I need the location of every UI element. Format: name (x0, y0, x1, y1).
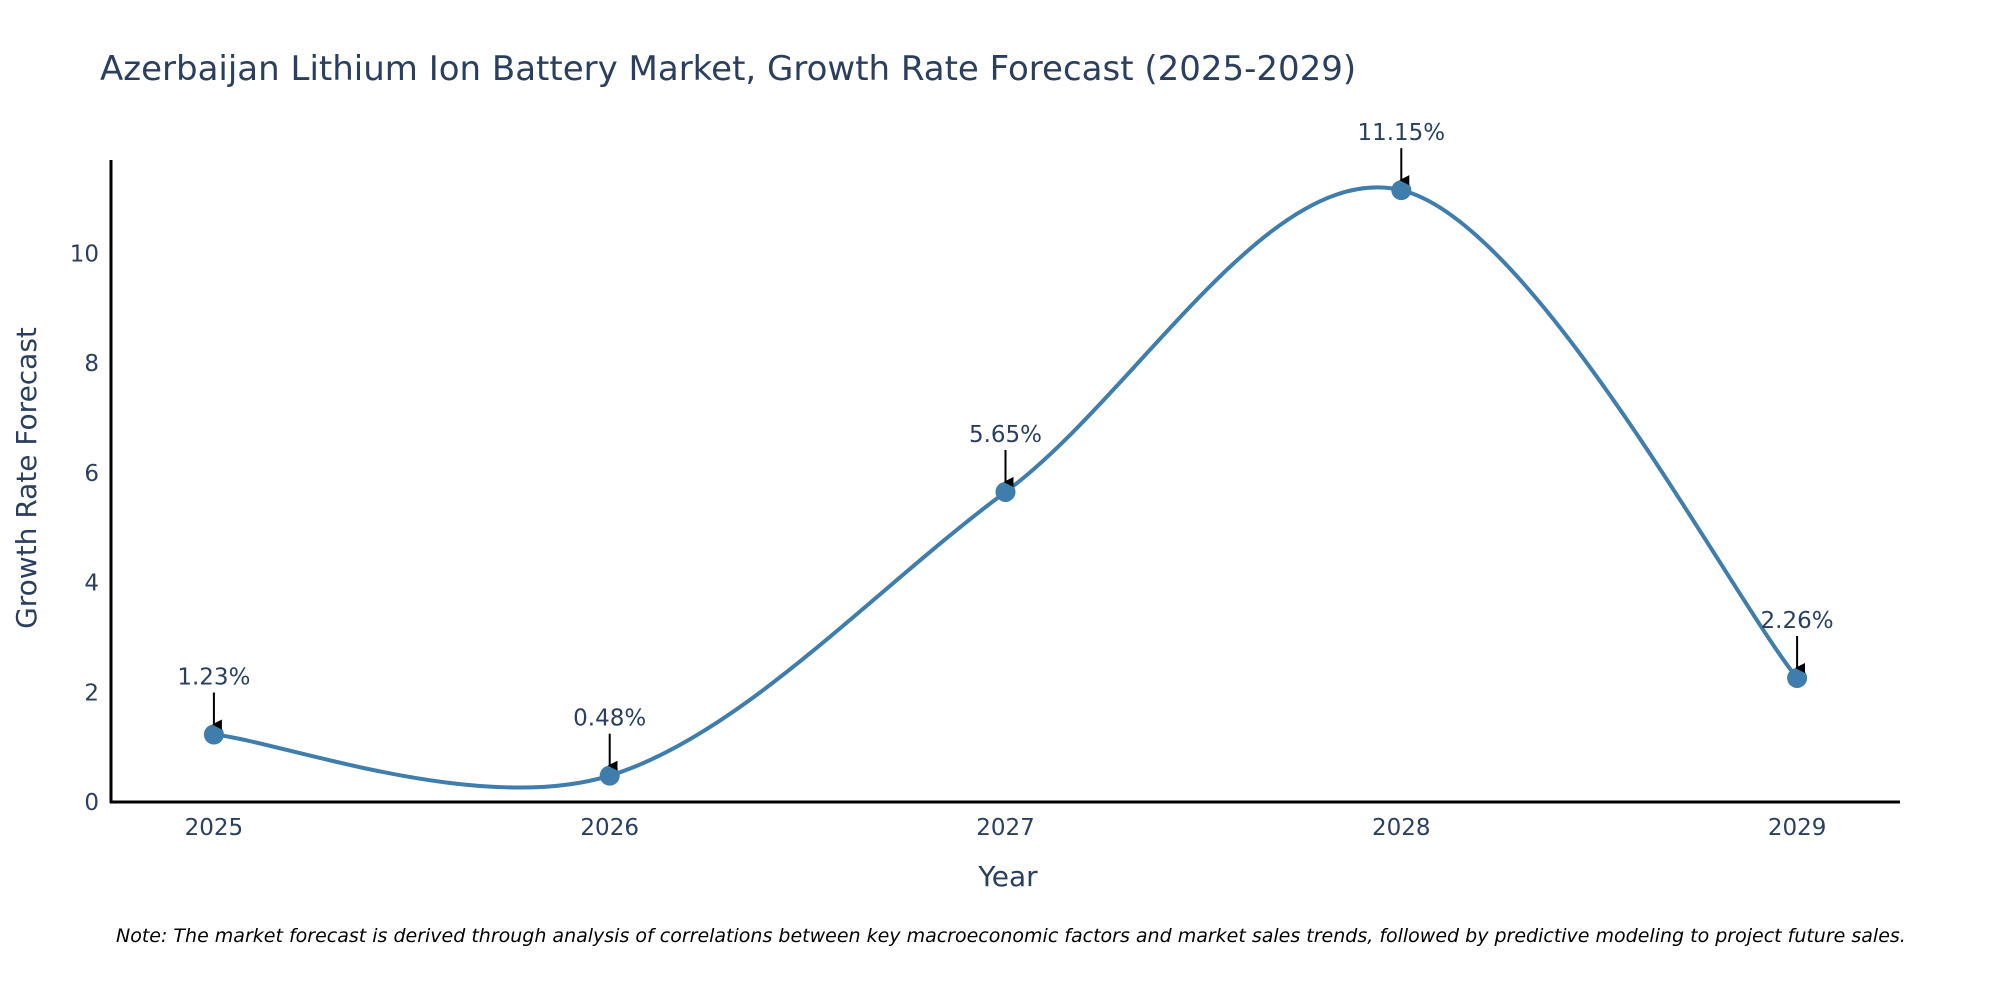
data-label: 1.23% (177, 665, 250, 691)
footnote-note: Note: The market forecast is derived thr… (116, 925, 1906, 947)
data-label: 2.26% (1761, 608, 1834, 634)
x-tick-label: 2028 (1372, 815, 1431, 841)
axes (109, 160, 1900, 804)
tick-labels: 0 2 4 6 8 10 2025 2026 2027 2028 2029 (70, 241, 1827, 841)
series-line-layer (211, 185, 1800, 790)
y-tick-label: 10 (70, 241, 99, 267)
data-point-2029 (1787, 667, 1808, 688)
y-tick-label: 6 (84, 461, 99, 487)
x-tick-label: 2025 (185, 815, 244, 841)
data-points (203, 180, 1808, 786)
data-point-2025 (203, 724, 224, 745)
y-tick-label: 8 (84, 351, 99, 377)
data-label: 11.15% (1357, 120, 1445, 146)
y-tick-label: 4 (84, 571, 99, 597)
series-line (211, 185, 1800, 790)
x-axis-label: Year (977, 860, 1038, 893)
data-point-2028 (1391, 180, 1412, 201)
y-tick-label: 2 (84, 680, 99, 706)
chart-title: Azerbaijan Lithium Ion Battery Market, G… (100, 49, 1356, 89)
x-tick-label: 2029 (1768, 815, 1827, 841)
data-point-2027 (995, 481, 1016, 502)
x-tick-label: 2026 (580, 815, 639, 841)
y-axis-label: Growth Rate Forecast (10, 327, 43, 629)
data-label: 0.48% (573, 706, 646, 732)
data-label: 5.65% (969, 422, 1042, 448)
data-label-annotations: 1.23% 0.48% 5.65% 11.15% 2.26% (177, 120, 1834, 771)
data-point-2026 (599, 765, 620, 786)
y-tick-label: 0 (84, 790, 99, 816)
x-tick-label: 2027 (976, 815, 1035, 841)
